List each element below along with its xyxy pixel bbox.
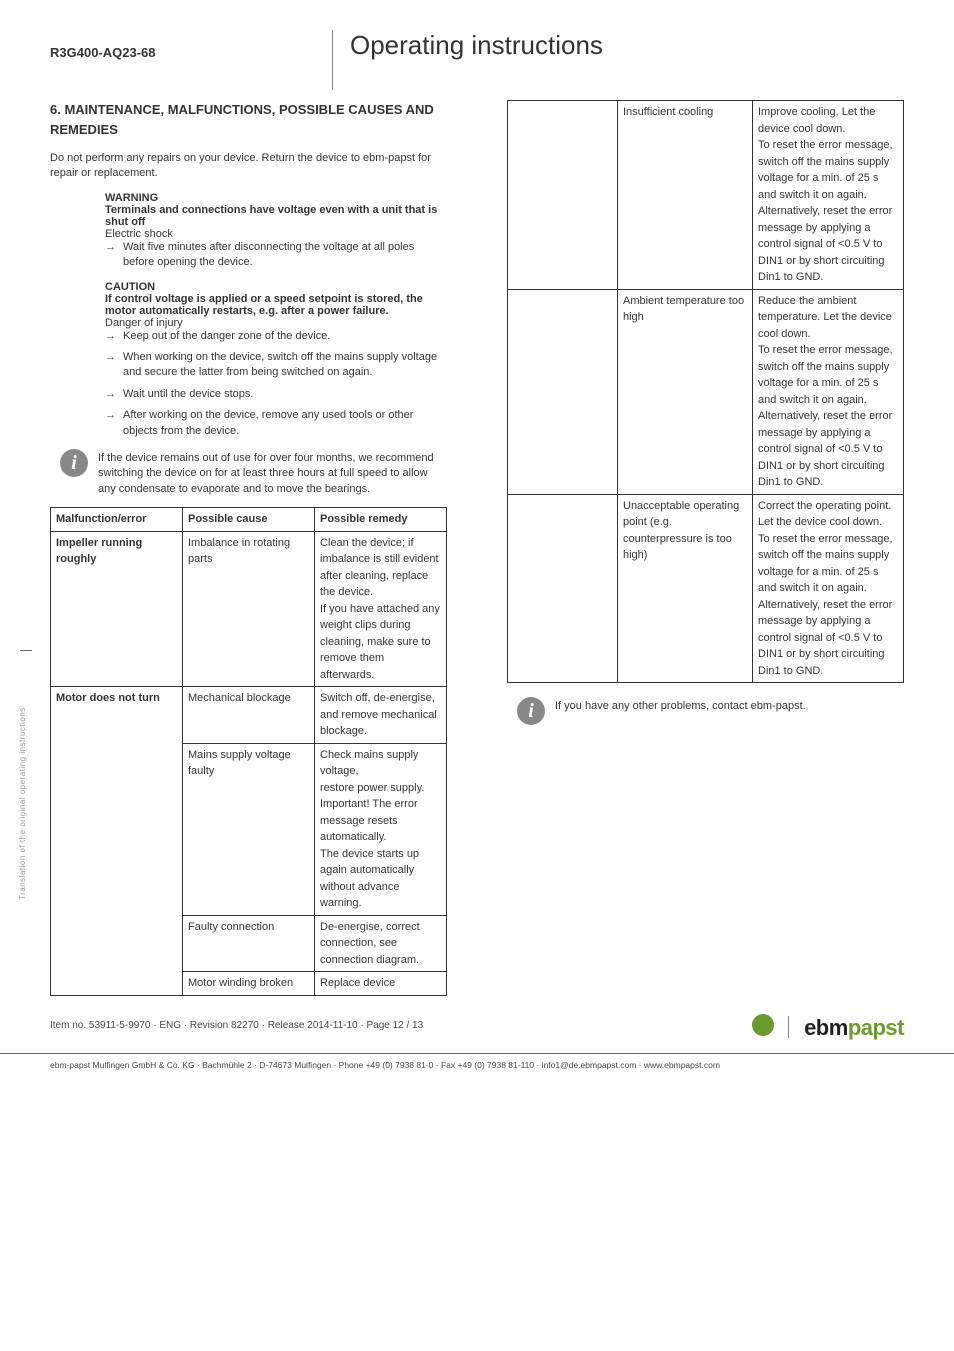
side-dash xyxy=(20,650,32,651)
cell-error: Impeller running roughly xyxy=(51,531,183,687)
caution-arrow-item: →Wait until the device stops. xyxy=(105,387,447,402)
logo-green: papst xyxy=(848,1015,904,1040)
cell-cause: Faulty connection xyxy=(183,915,315,972)
cell-cause: Insufficient cooling xyxy=(618,101,753,290)
right-column: Insufficient coolingImprove cooling. Let… xyxy=(507,100,904,996)
cell-cause: Ambient temperature too high xyxy=(618,289,753,494)
intro-paragraph: Do not perform any repairs on your devic… xyxy=(50,151,447,182)
cell-remedy: Improve cooling. Let the device cool dow… xyxy=(753,101,904,290)
footer-meta: Item no. 53911-5-9970 · ENG · Revision 8… xyxy=(50,1020,423,1031)
closing-note-row: i If you have any other problems, contac… xyxy=(517,697,904,725)
left-column: 6. MAINTENANCE, MALFUNCTIONS, POSSIBLE C… xyxy=(50,100,447,996)
info-icon: i xyxy=(517,697,545,725)
warning-block: WARNING Terminals and connections have v… xyxy=(105,192,447,439)
cell-error xyxy=(508,494,618,683)
arrow-icon: → xyxy=(105,408,123,439)
th-remedy: Possible remedy xyxy=(315,508,447,532)
footer-company: ebm-papst Mulfingen GmbH & Co. KG · Bach… xyxy=(50,1060,934,1070)
warning-label: WARNING xyxy=(105,192,447,204)
caution-arrow-item: →After working on the device, remove any… xyxy=(105,408,447,439)
cell-error xyxy=(508,289,618,494)
warning-arrow-item: → Wait five minutes after disconnecting … xyxy=(105,240,447,271)
caution-arrow-text: Keep out of the danger zone of the devic… xyxy=(123,329,330,344)
caution-subline: Danger of injury xyxy=(105,317,447,329)
table-header-row: Malfunction/error Possible cause Possibl… xyxy=(51,508,447,532)
caution-label: CAUTION xyxy=(105,281,447,293)
cell-remedy: Reduce the ambient temperature. Let the … xyxy=(753,289,904,494)
side-caption: Translation of the original operating in… xyxy=(18,707,27,900)
malfunctions-table: Malfunction/error Possible cause Possibl… xyxy=(50,507,447,996)
info-note-text: If the device remains out of use for ove… xyxy=(98,449,447,497)
table-row: Motor does not turnMechanical blockageSw… xyxy=(51,687,447,744)
cell-remedy: De-energise, correct connection, see con… xyxy=(315,915,447,972)
page-header: R3G400-AQ23-68 Operating instructions xyxy=(0,0,954,70)
th-cause: Possible cause xyxy=(183,508,315,532)
caution-bold: If control voltage is applied or a speed… xyxy=(105,293,447,317)
caution-arrow-item: →Keep out of the danger zone of the devi… xyxy=(105,329,447,344)
content-columns: 6. MAINTENANCE, MALFUNCTIONS, POSSIBLE C… xyxy=(0,70,954,996)
cell-cause: Imbalance in rotating parts xyxy=(183,531,315,687)
footer-logo: ebmpapst xyxy=(804,1015,904,1041)
cell-error xyxy=(508,101,618,290)
bottom-rule xyxy=(0,1053,954,1054)
page-title: Operating instructions xyxy=(350,30,603,61)
info-note-row: i If the device remains out of use for o… xyxy=(60,449,447,497)
th-error: Malfunction/error xyxy=(51,508,183,532)
arrow-icon: → xyxy=(105,240,123,271)
header-divider xyxy=(332,30,333,90)
arrow-icon: → xyxy=(105,350,123,381)
section-heading: 6. MAINTENANCE, MALFUNCTIONS, POSSIBLE C… xyxy=(50,100,447,139)
caution-arrow-text: When working on the device, switch off t… xyxy=(123,350,447,381)
malfunctions-table-cont: Insufficient coolingImprove cooling. Let… xyxy=(507,100,904,683)
warning-arrow-text: Wait five minutes after disconnecting th… xyxy=(123,240,447,271)
green-badge-icon xyxy=(752,1014,774,1036)
cell-cause: Motor winding broken xyxy=(183,972,315,996)
table-row: Insufficient coolingImprove cooling. Let… xyxy=(508,101,904,290)
cell-cause: Mains supply voltage faulty xyxy=(183,743,315,915)
model-number: R3G400-AQ23-68 xyxy=(50,30,156,60)
arrow-icon: → xyxy=(105,329,123,344)
table-row: Unacceptable operating point (e.g. count… xyxy=(508,494,904,683)
info-icon: i xyxy=(60,449,88,477)
cell-remedy: Clean the device; if imbalance is still … xyxy=(315,531,447,687)
cell-cause: Unacceptable operating point (e.g. count… xyxy=(618,494,753,683)
cell-error: Motor does not turn xyxy=(51,687,183,996)
table-row: Ambient temperature too highReduce the a… xyxy=(508,289,904,494)
cell-remedy: Replace device xyxy=(315,972,447,996)
caution-arrow-item: →When working on the device, switch off … xyxy=(105,350,447,381)
table-row: Impeller running roughlyImbalance in rot… xyxy=(51,531,447,687)
warning-bold: Terminals and connections have voltage e… xyxy=(105,204,447,228)
footer-divider xyxy=(788,1016,789,1038)
logo-dark: ebm xyxy=(804,1015,848,1040)
cell-remedy: Check mains supply voltage, restore powe… xyxy=(315,743,447,915)
caution-arrow-text: After working on the device, remove any … xyxy=(123,408,447,439)
arrow-icon: → xyxy=(105,387,123,402)
cell-cause: Mechanical blockage xyxy=(183,687,315,744)
closing-note-text: If you have any other problems, contact … xyxy=(555,697,904,714)
cell-remedy: Switch off, de-energise, and remove mech… xyxy=(315,687,447,744)
warning-subline: Electric shock xyxy=(105,228,447,240)
caution-arrow-text: Wait until the device stops. xyxy=(123,387,253,402)
cell-remedy: Correct the operating point. Let the dev… xyxy=(753,494,904,683)
